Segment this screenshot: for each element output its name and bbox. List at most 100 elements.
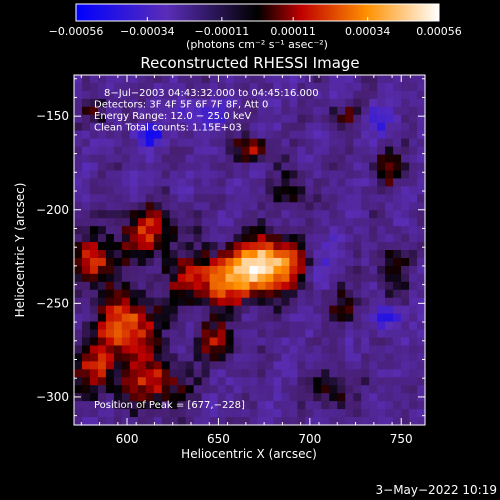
- heatmap-cell: [361, 369, 370, 378]
- heatmap-cell: [265, 345, 275, 354]
- heatmap-cell: [249, 218, 259, 227]
- heatmap-cell: [361, 122, 370, 132]
- heatmap-cell: [361, 409, 370, 418]
- heatmap-cell: [81, 417, 91, 426]
- heatmap-cell: [369, 186, 378, 195]
- heatmap-cell: [249, 409, 259, 418]
- heatmap-cell: [97, 297, 107, 307]
- heatmap-cell: [169, 194, 179, 203]
- heatmap-cell: [297, 106, 306, 116]
- heatmap-cell: [273, 409, 283, 418]
- heatmap-cell: [321, 329, 330, 339]
- heatmap-cell: [129, 114, 139, 124]
- heatmap-cell: [177, 234, 187, 243]
- heatmap-cell: [225, 377, 235, 386]
- heatmap-cell: [345, 353, 354, 362]
- heatmap-cell: [249, 234, 259, 243]
- heatmap-cell: [74, 154, 83, 164]
- heatmap-cell: [409, 265, 418, 275]
- heatmap-cell: [297, 369, 306, 378]
- heatmap-cell: [153, 289, 163, 299]
- heatmap-cell: [217, 377, 227, 386]
- heatmap-cell: [273, 202, 283, 211]
- heatmap-cell: [329, 385, 338, 394]
- heatmap-cell: [169, 401, 179, 410]
- heatmap-cell: [409, 297, 418, 307]
- heatmap-cell: [233, 409, 243, 418]
- heatmap-cell: [409, 114, 418, 124]
- heatmap-cell: [257, 353, 267, 362]
- heatmap-cell: [193, 162, 203, 172]
- heatmap-cell: [401, 369, 410, 378]
- heatmap-cell: [265, 226, 275, 235]
- heatmap-cell: [89, 106, 99, 116]
- heatmap-cell: [345, 273, 354, 283]
- heatmap-cell: [201, 273, 211, 283]
- heatmap-cell: [409, 401, 418, 410]
- heatmap-cell: [201, 369, 211, 378]
- heatmap-cell: [241, 178, 251, 187]
- heatmap-cell: [265, 242, 275, 251]
- heatmap-cell: [201, 417, 211, 426]
- heatmap-cell: [137, 329, 147, 339]
- heatmap-cell: [81, 377, 91, 386]
- heatmap-cell: [241, 114, 251, 124]
- heatmap-cell: [417, 385, 426, 394]
- heatmap-cells: [74, 75, 426, 426]
- heatmap-cell: [217, 178, 227, 187]
- heatmap-cell: [137, 114, 147, 124]
- heatmap-cell: [393, 281, 402, 291]
- heatmap-cell: [409, 345, 418, 354]
- heatmap-cell: [369, 146, 378, 156]
- heatmap-cell: [209, 162, 219, 172]
- heatmap-cell: [281, 226, 290, 235]
- heatmap-cell: [97, 162, 107, 172]
- heatmap-cell: [377, 98, 386, 108]
- heatmap-cell: [361, 210, 370, 219]
- heatmap-cell: [369, 353, 378, 362]
- heatmap-cell: [289, 409, 298, 418]
- heatmap-cell: [161, 305, 171, 315]
- y-tick-labels: −150−200−250−300: [36, 109, 69, 404]
- x-axis-label: Heliocentric X (arcsec): [181, 447, 317, 461]
- heatmap-cell: [89, 202, 99, 211]
- heatmap-cell: [337, 417, 346, 426]
- heatmap-cell: [137, 194, 147, 203]
- heatmap-cell: [257, 250, 267, 259]
- heatmap-cell: [361, 162, 370, 172]
- heatmap-cell: [281, 289, 290, 299]
- heatmap-cell: [193, 385, 203, 394]
- heatmap-cell: [321, 345, 330, 354]
- heatmap-cell: [329, 106, 338, 116]
- heatmap-cell: [321, 377, 330, 386]
- heatmap-cell: [401, 75, 410, 84]
- heatmap-cell: [321, 218, 330, 227]
- heatmap-cell: [97, 281, 107, 291]
- heatmap-cell: [337, 401, 346, 410]
- heatmap-cell: [329, 122, 338, 132]
- heatmap-cell: [201, 409, 211, 418]
- heatmap-cell: [161, 154, 171, 164]
- heatmap-cell: [297, 170, 306, 179]
- heatmap-cell: [409, 250, 418, 259]
- heatmap-cell: [121, 226, 131, 235]
- heatmap-cell: [249, 305, 259, 315]
- heatmap-cell: [353, 242, 362, 251]
- heatmap-cell: [313, 361, 322, 370]
- heatmap-cell: [249, 289, 259, 299]
- heatmap-cell: [161, 186, 171, 195]
- heatmap-cell: [105, 265, 115, 275]
- heatmap-cell: [137, 186, 147, 195]
- heatmap-cell: [233, 226, 243, 235]
- heatmap-cell: [201, 218, 211, 227]
- heatmap-cell: [169, 122, 179, 132]
- heatmap-cell: [217, 257, 227, 267]
- heatmap-cell: [201, 162, 211, 172]
- heatmap-cell: [337, 289, 346, 299]
- heatmap-cell: [169, 138, 179, 148]
- info-line: 8−Jul−2003 04:43:32.000 to 04:45:16.000: [104, 88, 319, 99]
- heatmap-cell: [313, 210, 322, 219]
- heatmap-cell: [353, 257, 362, 267]
- heatmap-cell: [137, 162, 147, 172]
- heatmap-cell: [369, 345, 378, 354]
